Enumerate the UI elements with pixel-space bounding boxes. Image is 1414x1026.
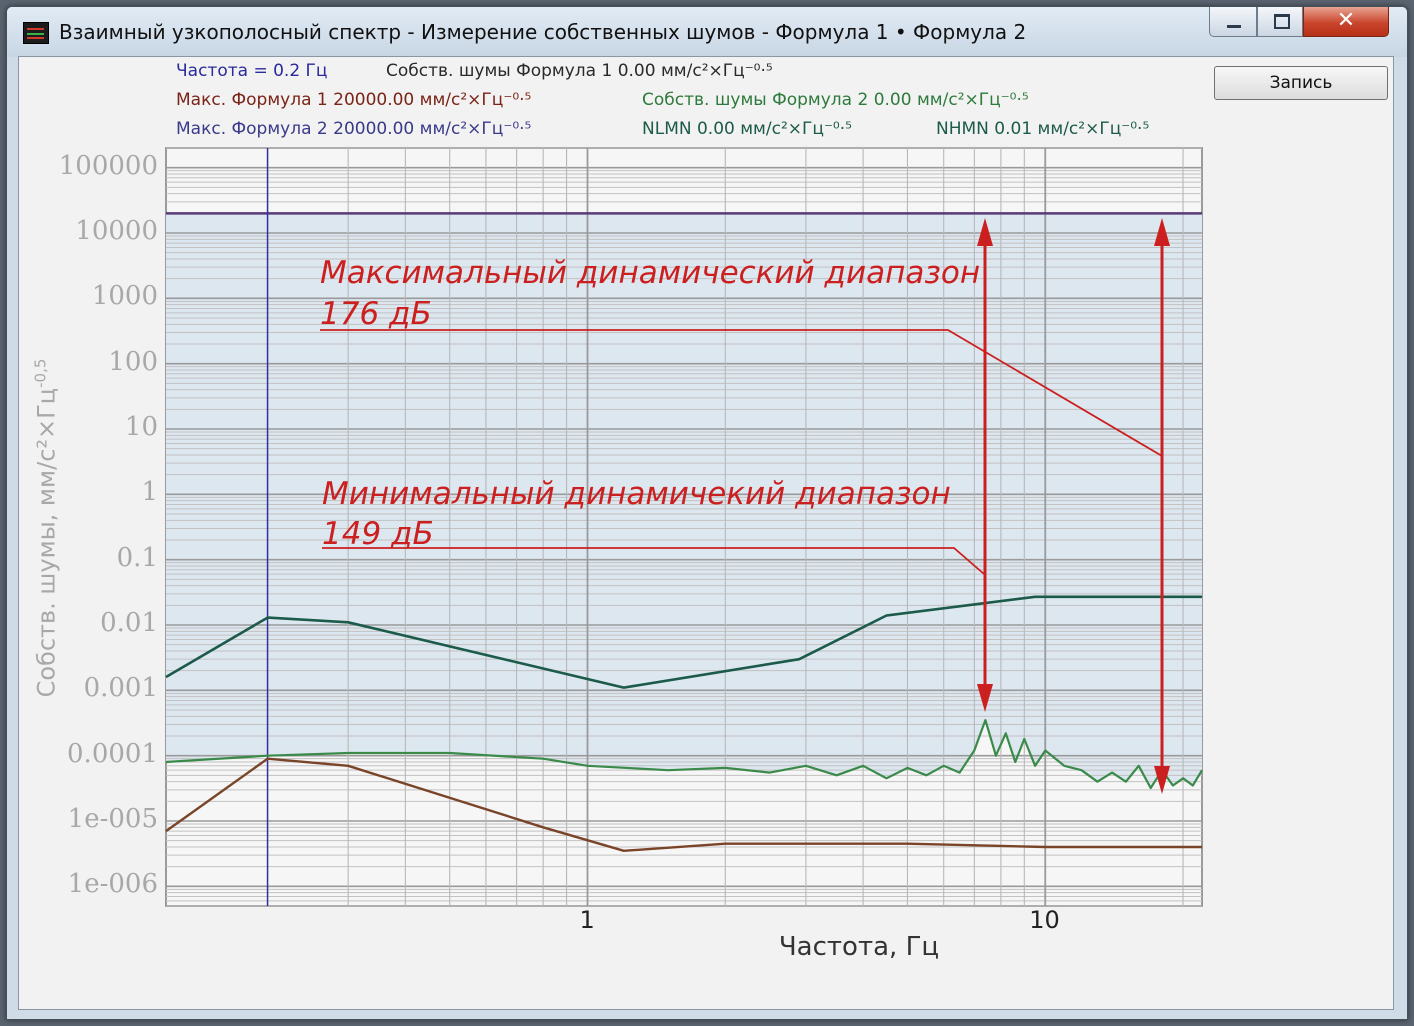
legend-nlmn: NLMN 0.00 мм/с²×Гц⁻⁰·⁵ xyxy=(642,119,852,139)
minimize-icon xyxy=(1227,25,1241,28)
window-title: Взаимный узкополосный спектр - Измерение… xyxy=(59,20,1027,44)
record-button[interactable]: Запись xyxy=(1214,66,1388,100)
y-axis-title-text: Собств. шумы, мм/с²×Гц xyxy=(32,387,61,698)
x-tick-label: 1 xyxy=(579,906,595,934)
annotation-min-leader xyxy=(322,547,985,575)
y-axis-title: Собств. шумы, мм/с²×Гц-0,5 xyxy=(32,359,61,698)
y-tick-label: 1e-005 xyxy=(67,803,158,834)
spectrum-app-icon xyxy=(23,22,49,44)
series-own-noise-f2 xyxy=(165,718,1203,790)
y-tick-label: 100 xyxy=(108,346,158,377)
x-tick-label: 10 xyxy=(1029,906,1060,934)
grid xyxy=(166,147,1202,907)
y-tick-label: 1 xyxy=(141,477,158,508)
y-tick-label: 10 xyxy=(124,412,158,442)
legend-own-noise-f2: Собств. шумы Формула 2 0.00 мм/с²×Гц⁻⁰·⁵ xyxy=(642,90,1029,110)
y-tick-label: 100000 xyxy=(58,150,158,181)
max-range-arrow-head-top xyxy=(1154,218,1170,246)
legend-nhmn: NHMN 0.01 мм/с²×Гц⁻⁰·⁵ xyxy=(936,119,1150,139)
max-range-arrow-head-bottom xyxy=(1154,766,1170,794)
annotation-max-leader xyxy=(320,329,1163,457)
series-nlmn xyxy=(165,757,1202,852)
minimize-button[interactable] xyxy=(1209,7,1257,37)
close-icon: ✕ xyxy=(1336,8,1356,33)
min-range-arrow-head-bottom xyxy=(977,684,993,712)
y-tick-label: 0.0001 xyxy=(67,738,158,769)
min-range-arrow-head-top xyxy=(977,218,993,246)
y-axis-title-exponent: -0,5 xyxy=(31,358,50,388)
legend-max-f2: Макс. Формула 2 20000.00 мм/с²×Гц⁻⁰·⁵ xyxy=(176,119,532,139)
y-tick-label: 0.001 xyxy=(83,673,158,704)
annotation-max-range-db: 176 дБ xyxy=(320,296,432,332)
title-bar[interactable]: Взаимный узкополосный спектр - Измерение… xyxy=(7,7,1407,57)
x-axis-title: Частота, Гц xyxy=(778,932,940,962)
legend-max-f1: Макс. Формула 1 20000.00 мм/с²×Гц⁻⁰·⁵ xyxy=(176,90,532,110)
maximize-button[interactable] xyxy=(1257,7,1303,37)
legend-own-noise-f1: Собств. шумы Формула 1 0.00 мм/с²×Гц⁻⁰·⁵ xyxy=(386,61,773,81)
y-tick-label: 1000 xyxy=(91,281,158,312)
y-tick-label: 1e-006 xyxy=(67,869,158,900)
y-tick-label: 10000 xyxy=(75,216,158,246)
legend-frequency: Частота = 0.2 Гц xyxy=(176,61,328,81)
close-button[interactable]: ✕ xyxy=(1303,7,1389,37)
legend-panel: Частота = 0.2 Гц Собств. шумы Формула 1 … xyxy=(160,56,1180,142)
maximize-icon xyxy=(1274,14,1290,29)
y-tick-label: 0.01 xyxy=(100,607,158,638)
y-tick-label: 0.1 xyxy=(116,542,158,573)
annotation-min-range: Минимальный динамичекий диапазон xyxy=(322,476,951,512)
annotation-min-range-db: 149 дБ xyxy=(322,516,434,552)
series-nhmn xyxy=(165,595,1202,689)
annotation-max-range: Максимальный динамический диапазон xyxy=(320,255,981,291)
